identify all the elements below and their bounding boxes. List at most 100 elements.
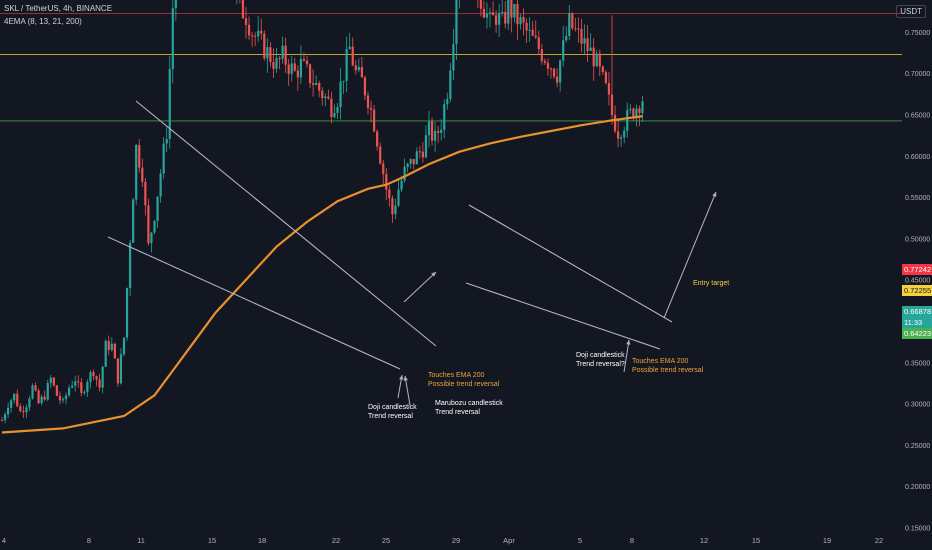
x-axis-tick-label: 22 — [332, 536, 340, 545]
candle-body — [16, 393, 19, 407]
candle-body — [113, 343, 116, 359]
candle-body — [415, 151, 418, 165]
candle-body — [159, 173, 162, 197]
candle-body — [406, 163, 409, 167]
marubozu-pointer-arrow — [404, 375, 411, 406]
y-axis-tick-label: 0.75000 — [905, 30, 930, 37]
candle-body — [92, 372, 95, 377]
y-axis-tick-label: 0.50000 — [905, 236, 930, 243]
candle-body — [83, 392, 86, 394]
candle-body — [485, 13, 489, 18]
indicator-legend[interactable]: 4EMA (8, 13, 21, 200) — [4, 17, 82, 26]
candle-body — [302, 58, 306, 61]
candle-body — [80, 382, 83, 393]
candle-body — [28, 398, 31, 408]
candle-body — [101, 366, 104, 388]
candle-body — [324, 96, 327, 99]
candle-body — [37, 390, 40, 404]
y-axis-tick-label: 0.65000 — [905, 113, 930, 120]
candle-body — [510, 0, 513, 18]
candle-body — [305, 60, 309, 65]
candle-body — [281, 45, 284, 59]
x-axis-tick-label: 19 — [823, 536, 831, 545]
y-axis-tick-label: 0.35000 — [905, 360, 930, 367]
candle-body — [171, 8, 174, 70]
candle-body — [638, 108, 641, 114]
candle-body — [434, 130, 437, 141]
candle-body — [107, 340, 110, 351]
candle-body — [427, 121, 431, 136]
doji-label-1-line-1: Doji candlestick — [368, 404, 417, 411]
marubozu-label-line-1: Marubozu candlestick — [435, 400, 503, 407]
candle-body — [153, 220, 156, 233]
doji-label-2-line-2: Trend reversal? — [576, 361, 625, 368]
symbol-title: SKL / TetherUS, 4h, BINANCE — [4, 4, 113, 13]
candle-body — [449, 70, 452, 99]
projection-arrow-1 — [403, 271, 437, 303]
doji-pointer-arrow-1-head — [399, 375, 404, 380]
candle-body — [165, 138, 168, 144]
candle-body — [516, 3, 519, 25]
entry-target-label: Entry target — [693, 280, 729, 287]
y-axis-tick-label: 0.25000 — [905, 443, 930, 450]
currency-selector[interactable]: USDT — [896, 5, 926, 18]
candle-body — [589, 47, 592, 51]
candle-body — [607, 82, 611, 95]
candle-body — [132, 199, 135, 243]
candle-body — [168, 69, 171, 139]
candle-body — [613, 115, 617, 132]
x-axis-tick-label: 8 — [87, 536, 91, 545]
candle-body — [525, 22, 528, 31]
candle-body — [385, 173, 388, 190]
doji-pointer-arrow-2 — [623, 339, 630, 373]
candle-body — [312, 83, 315, 85]
doji-pointer-arrow-2-head — [626, 340, 631, 345]
candle-body — [241, 0, 245, 19]
entry-price-badge: 0.72255 — [902, 285, 932, 296]
candle-body — [89, 372, 92, 382]
candle-body — [34, 385, 37, 391]
candle-body — [620, 137, 623, 139]
candle-body — [339, 81, 342, 108]
x-axis-tick-label: 12 — [700, 536, 708, 545]
candle-body — [455, 0, 458, 45]
candle-body — [580, 28, 583, 44]
candle-body — [641, 101, 644, 114]
candle-body — [632, 108, 635, 119]
candle-body — [366, 95, 370, 108]
candle-body — [498, 12, 501, 25]
candle-body — [287, 64, 290, 74]
candle-body — [251, 35, 254, 37]
candle-body — [610, 94, 614, 116]
y-axis-tick-label: 0.60000 — [905, 154, 930, 161]
ema200-line — [1, 115, 643, 434]
candle-body — [379, 146, 382, 164]
candle-body — [86, 381, 89, 393]
candle-body — [491, 12, 495, 16]
candle-body — [446, 98, 449, 105]
candle-body — [549, 68, 553, 70]
candle-body — [31, 385, 34, 399]
candle-body — [617, 131, 620, 139]
candle-body — [284, 45, 287, 65]
candle-body — [299, 58, 302, 78]
candle-body — [565, 35, 568, 41]
candle-body — [116, 358, 119, 384]
candle-body — [598, 53, 601, 67]
candle-body — [556, 76, 559, 83]
candle-body — [77, 381, 80, 383]
x-axis-tick-label: 15 — [208, 536, 216, 545]
ema-touch-label-2-line-1: Touches EMA 200 — [632, 358, 689, 365]
candle-body — [376, 131, 379, 147]
candle-body — [266, 47, 269, 59]
candle-body — [129, 242, 132, 289]
candle-body — [141, 167, 144, 182]
candle-body — [247, 24, 251, 36]
candle-body — [318, 83, 321, 91]
candle-body — [513, 3, 516, 18]
x-axis-tick-label: 15 — [752, 536, 760, 545]
candle-body — [71, 385, 74, 388]
candle-body — [354, 65, 357, 71]
x-axis-tick-label: 29 — [452, 536, 460, 545]
